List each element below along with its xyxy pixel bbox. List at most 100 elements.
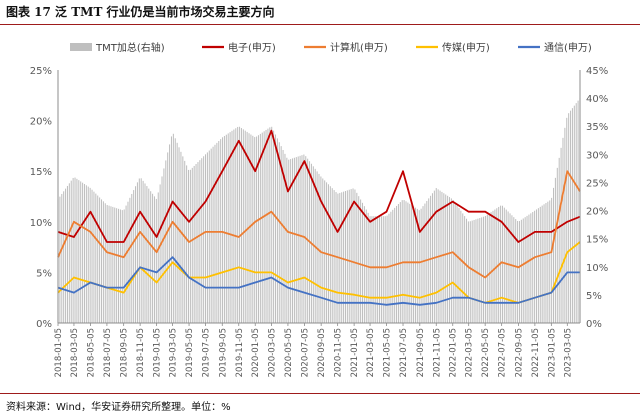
tmt-bar	[167, 152, 169, 323]
tmt-bar	[507, 211, 509, 323]
tmt-bar	[570, 110, 572, 324]
tmt-bar	[547, 201, 549, 323]
tmt-bar	[530, 213, 532, 323]
tmt-bar	[274, 134, 277, 323]
tmt-bar	[136, 182, 138, 323]
tmt-bar	[320, 176, 322, 323]
x-tick-label: 2023-01-05	[547, 328, 557, 377]
tmt-bar	[197, 162, 199, 323]
x-tick-label: 2021-11-05	[432, 328, 442, 377]
tmt-bar	[528, 214, 530, 323]
x-tick-label: 2018-03-05	[70, 328, 80, 377]
tmt-bar	[518, 221, 520, 323]
tmt-bar	[433, 190, 435, 323]
tmt-bar	[426, 200, 428, 323]
tmt-bar	[428, 198, 430, 323]
tmt-bar	[356, 192, 358, 323]
tmt-bar	[244, 130, 246, 323]
tmt-bar	[371, 216, 373, 323]
tmt-bar	[163, 168, 165, 323]
tmt-bar	[246, 131, 248, 323]
y-right-tick-label: 10%	[586, 263, 608, 274]
tmt-bar	[242, 129, 244, 323]
y-right-tick-label: 15%	[586, 235, 608, 246]
tmt-bar	[526, 215, 528, 323]
tmt-bar	[445, 194, 447, 323]
tmt-bar	[441, 191, 443, 323]
y-left-tick-label: 20%	[30, 117, 52, 128]
tmt-bar	[182, 156, 184, 323]
figure-title: 图表 17 泛 TMT 行业仍是当前市场交易主要方向	[6, 5, 275, 19]
legend-label: 电子(申万)	[228, 41, 276, 54]
tmt-bar	[106, 205, 108, 323]
tmt-bar	[157, 192, 159, 323]
tmt-bar	[222, 137, 224, 323]
tmt-bar	[350, 189, 352, 323]
tmt-bar	[456, 205, 458, 323]
tmt-bar	[288, 159, 290, 323]
tmt-bar	[454, 202, 456, 323]
tmt-bar	[524, 217, 526, 323]
tmt-bar	[82, 182, 84, 323]
tmt-bar	[146, 186, 148, 323]
bottom-divider	[0, 393, 640, 394]
tmt-bar	[231, 130, 233, 323]
tmt-bar	[203, 156, 205, 323]
tmt-bar	[358, 196, 360, 323]
tmt-bar	[367, 212, 369, 323]
tmt-bar	[380, 216, 382, 323]
tmt-bar	[299, 155, 301, 323]
y-left-tick-label: 0%	[36, 319, 52, 330]
x-tick-label: 2020-03-05	[267, 328, 277, 377]
tmt-bar	[233, 129, 235, 323]
tmt-bar	[318, 173, 320, 323]
tmt-bar	[305, 156, 307, 323]
tmt-bar	[252, 135, 254, 323]
tmt-bar	[490, 212, 492, 323]
tmt-bar	[471, 220, 473, 323]
tmt-bar	[409, 203, 411, 323]
tmt-bar	[74, 177, 76, 323]
tmt-bar	[91, 189, 93, 323]
x-tick-label: 2021-01-05	[350, 328, 360, 377]
tmt-bar	[447, 195, 449, 323]
tmt-bar	[532, 212, 534, 323]
tmt-bar	[140, 178, 142, 323]
tmt-bar	[271, 126, 273, 323]
x-tick-label: 2019-05-05	[185, 328, 195, 377]
tmt-bar	[556, 167, 558, 323]
tmt-bar	[93, 191, 95, 323]
tmt-bar	[178, 147, 180, 323]
tmt-bar	[121, 210, 123, 323]
tmt-bar	[144, 183, 146, 323]
tmt-bar	[450, 198, 452, 323]
tmt-bar	[324, 180, 326, 323]
y-left-tick-label: 25%	[30, 66, 52, 77]
tmt-bar	[466, 218, 468, 323]
tmt-bar	[114, 207, 116, 323]
series-line	[57, 129, 581, 243]
tmt-bar	[435, 188, 437, 323]
tmt-bar	[110, 206, 112, 323]
tmt-bar	[392, 209, 394, 323]
tmt-bar	[102, 201, 104, 323]
tmt-bar	[282, 150, 284, 323]
x-tick-label: 2018-07-05	[103, 328, 113, 377]
tmt-bar	[85, 185, 87, 323]
tmt-bar	[195, 164, 197, 323]
tmt-bar	[382, 216, 384, 323]
tmt-bar	[290, 159, 292, 323]
tmt-bar	[261, 132, 263, 323]
tmt-bar	[543, 204, 545, 323]
tmt-bar	[265, 129, 267, 323]
y-right-tick-label: 40%	[586, 94, 608, 105]
tmt-bar	[97, 195, 99, 323]
tmt-bar	[180, 151, 182, 323]
tmt-bar	[59, 196, 61, 323]
tmt-bar	[199, 160, 201, 323]
tmt-bar	[148, 188, 150, 323]
tmt-bar	[554, 177, 556, 323]
tmt-bar	[458, 208, 460, 323]
tmt-bar	[293, 157, 295, 323]
tmt-bar	[191, 167, 193, 323]
